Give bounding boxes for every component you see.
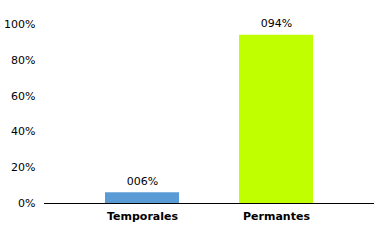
svg-text:094%: 094% [261,17,292,30]
svg-text:80%: 80% [11,54,35,67]
svg-text:100%: 100% [4,18,35,31]
svg-text:Temporales: Temporales [107,210,178,223]
svg-text:40%: 40% [11,125,35,138]
svg-text:0%: 0% [18,197,35,210]
svg-text:20%: 20% [11,161,35,174]
svg-text:006%: 006% [127,175,158,188]
svg-text:60%: 60% [11,90,35,103]
svg-text:Permantes: Permantes [243,210,310,223]
